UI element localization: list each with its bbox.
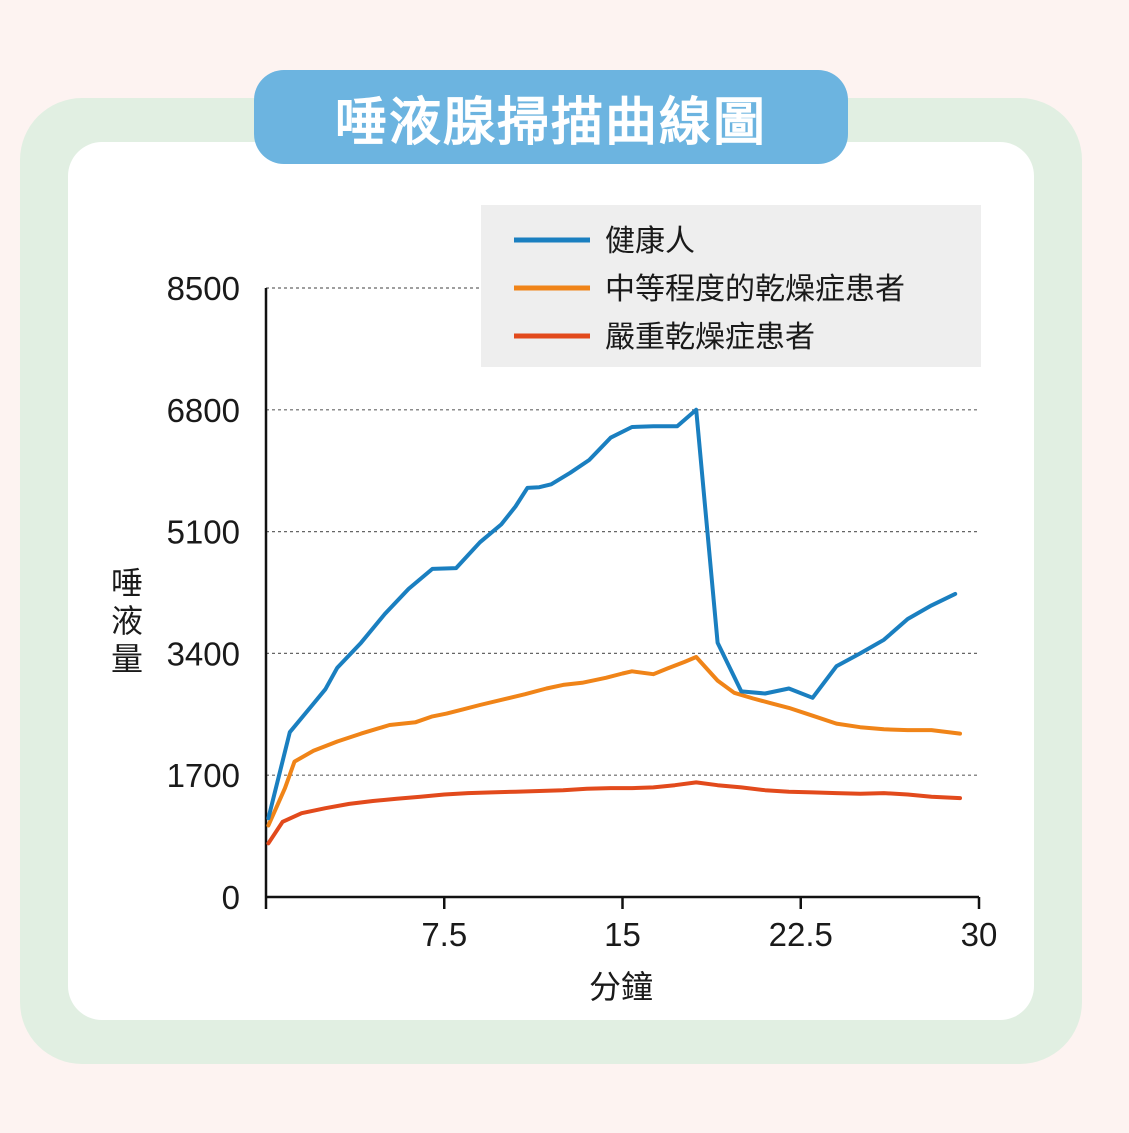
series-line xyxy=(266,655,962,828)
legend-label: 健康人 xyxy=(605,224,695,259)
series-layer xyxy=(266,407,962,846)
x-tick-label: 15 xyxy=(604,916,641,953)
y-axis-title-char: 液 xyxy=(111,602,143,640)
x-tick-label: 22.5 xyxy=(769,916,833,953)
y-tick-label: 3400 xyxy=(167,635,240,672)
legend-label: 中等程度的乾燥症患者 xyxy=(605,272,905,307)
y-tick-label: 5100 xyxy=(167,514,240,551)
y-tick-label: 8500 xyxy=(167,270,240,307)
series-line xyxy=(266,780,962,846)
axis-layer: 0 1700 3400 5100 6800 8500 7.5 15 22.5 30 xyxy=(167,270,998,953)
y-tick-label: 1700 xyxy=(167,757,240,794)
x-tick-label: 30 xyxy=(961,916,998,953)
x-axis-title: 分鐘 xyxy=(589,968,653,1006)
y-tick-label: 0 xyxy=(222,879,240,916)
legend-label: 嚴重乾燥症患者 xyxy=(605,320,815,355)
chart-title: 唾液腺掃描曲線圖 xyxy=(254,70,848,164)
y-axis-title-char: 量 xyxy=(111,640,143,678)
x-tick-label: 7.5 xyxy=(421,916,467,953)
y-tick-label: 6800 xyxy=(167,392,240,429)
series-line xyxy=(266,407,958,821)
y-axis-title: 唾液量 xyxy=(111,564,143,678)
y-axis-title-char: 唾 xyxy=(111,564,143,602)
